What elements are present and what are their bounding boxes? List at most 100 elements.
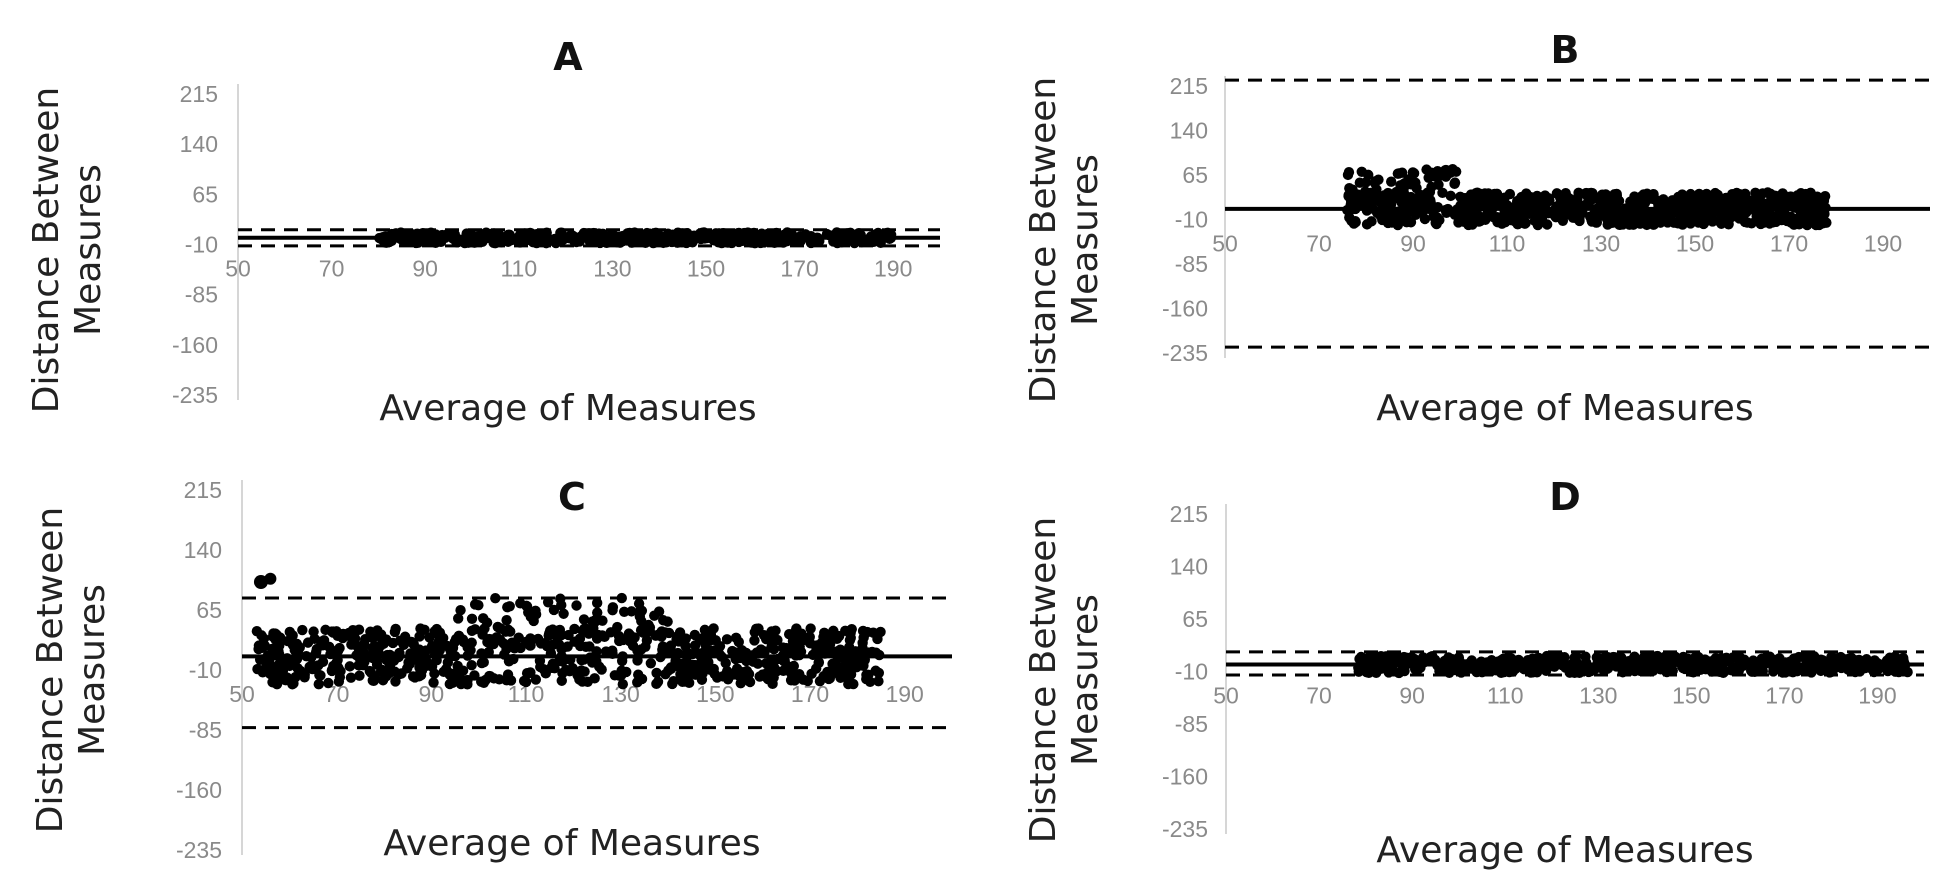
scatter-point (576, 665, 587, 676)
scatter-point (1399, 665, 1410, 677)
scatter-point (345, 672, 357, 683)
scatter-point (858, 632, 869, 643)
y-axis-title-line-1: Distance Between (26, 87, 67, 413)
scatter-point (805, 623, 816, 634)
x-tick-label: 150 (1676, 231, 1714, 257)
scatter-point (1413, 191, 1424, 203)
scatter-point (505, 626, 516, 637)
y-tick-label: 215 (1170, 501, 1208, 527)
scatter-point (525, 667, 536, 678)
x-tick-label: 190 (1864, 231, 1902, 257)
scatter-point (614, 670, 625, 681)
scatter-point (709, 668, 720, 680)
y-tick-label: 140 (1170, 118, 1208, 144)
x-tick-label: 130 (1579, 683, 1617, 709)
scatter-point (1487, 664, 1499, 675)
scatter-point (504, 601, 515, 612)
scatter-point (633, 598, 645, 609)
scatter-point (702, 629, 713, 641)
scatter-point (335, 666, 346, 677)
scatter-point (433, 637, 444, 648)
scatter-point (1685, 218, 1696, 229)
scatter-point (557, 656, 568, 667)
scatter-point (530, 674, 542, 685)
scatter-point (563, 629, 574, 641)
scatter-point (273, 645, 284, 657)
scatter-point (287, 679, 298, 690)
panel-d: 215 140 65 -10 -85 -160 -235 50 70 90 110 130 150 170… (1023, 475, 1924, 871)
y-tick-label: -160 (1162, 764, 1208, 790)
scatter-point (376, 633, 387, 644)
scatter-point (617, 634, 629, 646)
x-tick-label: 170 (780, 256, 818, 282)
scatter-point (690, 669, 701, 680)
scatter-point (873, 676, 884, 687)
scatter-point (466, 613, 478, 625)
x-axis-title: Average of Measures (379, 388, 756, 429)
scatter-point (636, 673, 648, 685)
scatter-point (372, 641, 384, 652)
scatter-point (1785, 191, 1796, 202)
scatter-point (762, 667, 773, 678)
scatter-point (389, 626, 401, 638)
scatter-point (457, 634, 469, 645)
scatter-point (452, 672, 464, 684)
scatter-point (477, 629, 488, 640)
scatter-point (741, 674, 752, 685)
scatter-point (1380, 197, 1392, 208)
scatter-point (850, 646, 861, 657)
y-tick-label: -235 (1162, 816, 1208, 842)
scatter-point (469, 670, 480, 681)
scatter-point (540, 668, 551, 679)
scatter-point (1629, 191, 1640, 202)
scatter-point (771, 665, 783, 677)
scatter-point (1403, 197, 1414, 208)
scatter-point (492, 621, 503, 633)
scatter-point (414, 631, 425, 642)
scatter-points (1342, 164, 1832, 231)
scatter-point (433, 629, 444, 640)
y-tick-label: -235 (1162, 340, 1208, 366)
scatter-point (452, 613, 464, 624)
x-tick-label: 170 (1770, 231, 1808, 257)
scatter-point (541, 640, 553, 652)
scatter-point (428, 677, 439, 688)
scatter-point (416, 665, 428, 676)
y-tick-label: 215 (184, 477, 222, 503)
scatter-point (1746, 666, 1758, 677)
y-axis-title-line-2: Measures (1065, 154, 1106, 326)
scatter-point (414, 644, 425, 655)
scatter-point (344, 661, 356, 672)
x-tick-label: 170 (1765, 683, 1803, 709)
scatter-point (1804, 212, 1816, 223)
scatter-point (1516, 191, 1527, 203)
scatter-point (828, 667, 840, 678)
scatter-point (657, 644, 668, 656)
scatter-point (634, 611, 646, 622)
scatter-point (627, 640, 639, 651)
x-axis-title: Average of Measures (383, 823, 760, 864)
y-axis-title: Distance Between Measures (26, 87, 109, 413)
scatter-point (424, 632, 435, 643)
scatter-point (596, 664, 607, 675)
scatter-point (478, 657, 489, 668)
scatter-point (360, 634, 371, 645)
scatter-point (571, 600, 582, 611)
scatter-point (309, 661, 320, 672)
scatter-point (1449, 209, 1461, 220)
scatter-point (749, 627, 760, 638)
y-tick-label: 65 (1182, 606, 1208, 632)
scatter-point (326, 665, 338, 677)
scatter-point (605, 627, 617, 638)
scatter-point (331, 657, 342, 668)
scatter-point (532, 633, 544, 645)
scatter-point (591, 597, 603, 609)
scatter-point (673, 636, 685, 647)
scatter-point (1602, 652, 1614, 663)
scatter-point (1445, 190, 1456, 202)
scatter-point (574, 674, 585, 685)
scatter-point (399, 631, 411, 642)
scatter-point (818, 631, 829, 643)
scatter-point (292, 645, 304, 656)
